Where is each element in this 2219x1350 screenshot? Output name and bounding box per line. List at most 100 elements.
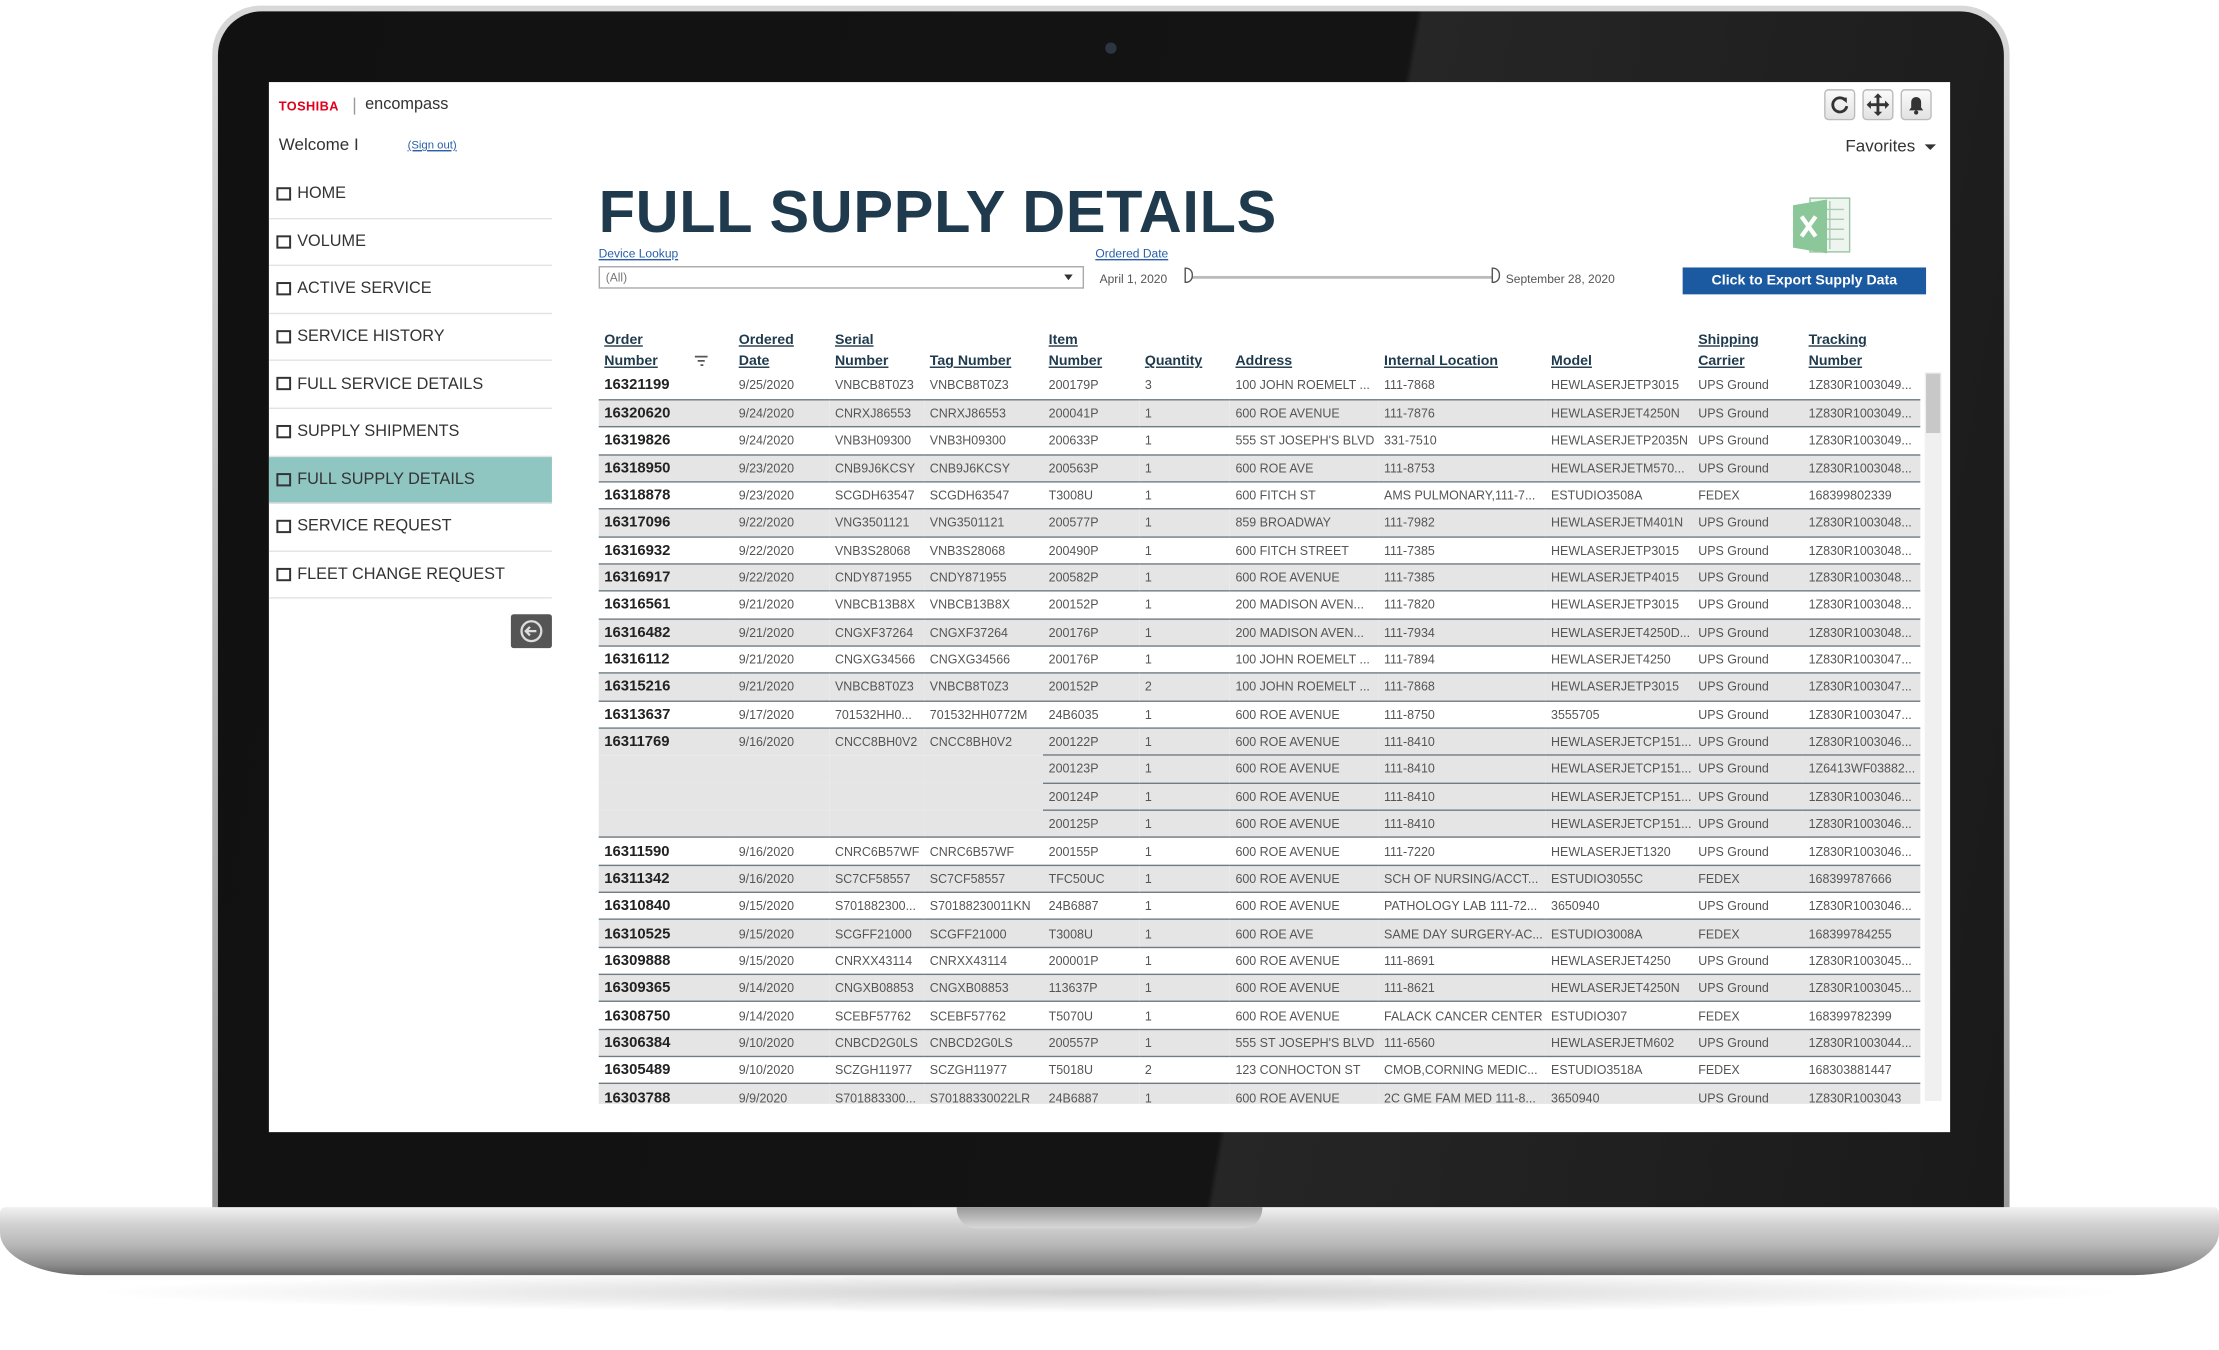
table-row: 16305489 9/10/2020 SCZGH11977 SCZGH11977 T50… [598,1056,1921,1085]
nav-item[interactable]: FULL SUPPLY DETAILS [268,456,552,505]
table-cell: 1Z830R1003046... [1802,810,1921,839]
column-header[interactable]: Internal Location [1378,330,1545,372]
column-header[interactable]: Serial Number [829,330,924,372]
table-cell: 123 CONHOCTON ST [1229,1056,1379,1085]
move-button[interactable] [1862,89,1894,121]
table-cell: 9/15/2020 [733,892,830,921]
table-cell: UPS Ground [1692,536,1803,565]
column-header[interactable]: Model [1545,330,1692,372]
date-to: September 28, 2020 [1505,271,1615,286]
nav-item[interactable]: FLEET CHANGE REQUEST [268,552,552,600]
table-cell: HEWLASERJETP3015 [1545,372,1693,401]
nav-icon [276,234,292,249]
table-cell: 16316561 [598,591,734,620]
date-slider-end-handle[interactable] [1491,267,1501,284]
nav-item[interactable]: FULL SERVICE DETAILS [268,361,552,409]
table-cell: VNB3H09300 [829,426,925,456]
sort-icon[interactable] [693,354,710,368]
nav-label: SERVICE HISTORY [297,328,445,346]
table-cell: 200176P [1042,645,1140,675]
table-cell: VNBCB8T0Z3 [924,372,1043,401]
table-cell: 600 ROE AVENUE [1229,974,1379,1003]
table-row: 16310525 9/15/2020 SCGFF21000 SCGFF21000 T30… [598,919,1921,948]
column-header[interactable]: Tag Number [924,330,1043,372]
select-caret [1064,274,1073,281]
collapse-button[interactable] [510,614,552,649]
table-cell: 9/25/2020 [733,372,830,401]
nav-item[interactable]: VOLUME [268,219,552,267]
nav-item[interactable]: SERVICE HISTORY [268,314,552,362]
ordered-date-label: Ordered Date [1095,246,1169,261]
table-cell: 111-8621 [1378,974,1546,1003]
table-cell: 111-7868 [1378,372,1546,401]
table-cell: 1Z830R1003049... [1802,372,1921,401]
table-cell: UPS Ground [1692,426,1803,456]
table-cell: VNB3H09300 [924,426,1043,456]
table-cell: 111-8410 [1378,810,1546,839]
table-cell: CNB9J6KCSY [829,454,925,483]
nav-label: FULL SERVICE DETAILS [297,375,484,393]
favorites-menu[interactable]: Favorites [1845,135,1916,156]
column-header[interactable]: Ordered Date [733,330,829,372]
table-cell: 111-7220 [1378,837,1546,866]
table-cell: 16311769 [598,728,734,756]
table-row: 16311342 9/16/2020 SC7CF58557 SC7CF58557 TFC… [598,864,1921,894]
table-cell: SAME DAY SURGERY-AC... [1378,919,1546,948]
table-cell: 111-8750 [1378,700,1546,729]
table-cell: 1 [1139,591,1230,620]
table-cell: 200490P [1042,536,1140,565]
table-cell: 701532HH0... [829,700,925,729]
table-cell: 111-7876 [1378,399,1546,428]
table-row: 16311769 9/16/2020 CNCC8BH0V2 CNCC8BH0V2 200… [598,728,1921,757]
column-header-line: Serial [834,332,874,349]
nav-icon-shape [276,377,292,391]
table-cell: 200179P [1042,372,1140,401]
column-header-line: Tracking [1808,332,1867,349]
table-cell: 9/10/2020 [733,1056,830,1085]
table-cell: 1 [1139,947,1230,976]
column-header[interactable]: Order Number [599,330,733,372]
table-cell: 9/14/2020 [733,1001,830,1030]
table-cell: T5070U [1042,1001,1140,1030]
notifications-button[interactable] [1900,89,1932,121]
table-cell: 600 ROE AVENUE [1229,810,1379,839]
table-cell: SCGFF21000 [829,919,925,948]
table-cell: UPS Ground [1692,563,1803,592]
table-cell: 9/16/2020 [733,728,830,756]
table-cell: 600 ROE AVENUE [1229,399,1379,428]
scrollbar-thumb[interactable] [1926,373,1941,434]
table-row: 16316561 9/21/2020 VNBCB13B8X VNBCB13B8X 200… [598,591,1921,620]
table-cell: VNBCB8T0Z3 [924,673,1043,702]
table-cell: 1 [1139,509,1230,538]
table-cell: 1 [1139,563,1230,592]
device-lookup-select[interactable]: (All) [598,266,1085,289]
column-header[interactable]: Item Number [1043,330,1139,372]
table-row: 16317096 9/22/2020 VNG3501121 VNG3501121 200… [598,509,1921,538]
table-cell: CNCC8BH0V2 [829,728,925,756]
table-cell: 2C GME FAM MED 111-8... [1378,1083,1546,1104]
nav-item[interactable]: ACTIVE SERVICE [268,266,552,314]
table-cell: 2 [1139,673,1230,702]
column-header[interactable]: Shipping Carrier [1693,330,1803,372]
table-cell: UPS Ground [1692,673,1803,702]
table-cell: 1 [1139,1029,1230,1058]
date-slider-start-handle[interactable] [1184,267,1193,284]
nav-item[interactable]: SUPPLY SHIPMENTS [268,409,552,457]
column-header[interactable]: Tracking Number [1803,330,1920,372]
nav-item[interactable]: SERVICE REQUEST [268,504,552,552]
column-header[interactable]: Quantity [1139,330,1230,372]
column-header-line: Ordered [738,332,794,349]
table-cell: ESTUDIO3518A [1545,1056,1693,1085]
sign-out-link[interactable]: (Sign out) [407,138,457,152]
table-cell: 1Z830R1003046... [1802,892,1921,921]
merged-cell [829,782,925,811]
refresh-button[interactable] [1824,89,1856,121]
merged-cell [733,810,830,839]
table-cell: UPS Ground [1692,399,1803,428]
table-cell: CNRXX43114 [829,947,925,976]
column-header[interactable]: Address [1230,330,1379,372]
export-button[interactable]: Click to Export Supply Data [1682,267,1927,295]
nav-item[interactable]: HOME [268,171,552,219]
table-cell: 1 [1139,1083,1230,1104]
table-cell: 9/9/2020 [733,1083,830,1104]
